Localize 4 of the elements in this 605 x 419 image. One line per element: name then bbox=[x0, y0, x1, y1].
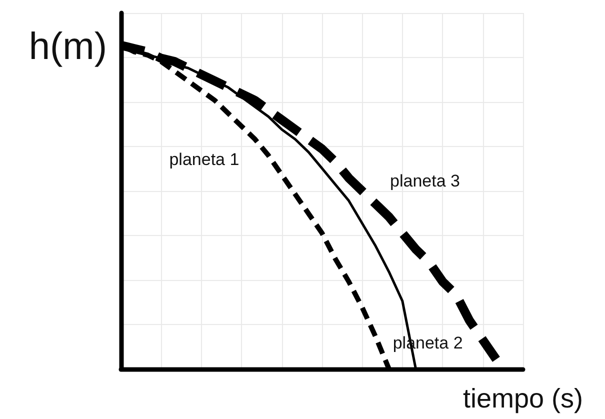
y-axis-title: h(m) bbox=[28, 26, 107, 68]
series-label: planeta 1 bbox=[169, 150, 240, 169]
x-axis-title: tiempo (s) bbox=[462, 384, 584, 414]
series-label: planeta 3 bbox=[390, 171, 460, 190]
